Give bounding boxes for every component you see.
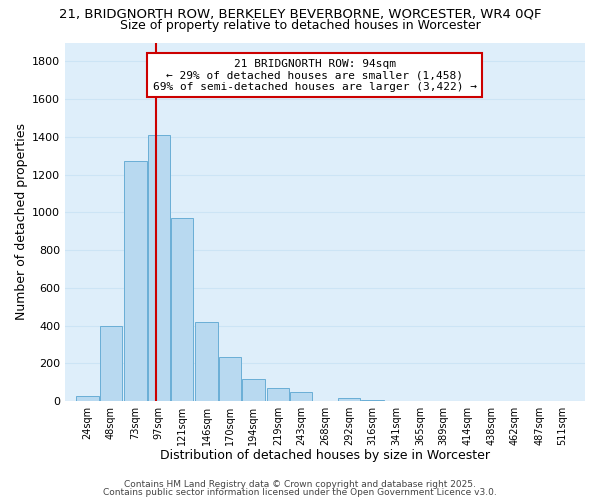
Bar [171,218,193,401]
Bar [338,398,360,401]
Text: Contains HM Land Registry data © Crown copyright and database right 2025.: Contains HM Land Registry data © Crown c… [124,480,476,489]
Bar [266,388,289,401]
Bar [124,162,146,401]
Bar [148,135,170,401]
Bar [242,380,265,401]
Text: 21, BRIDGNORTH ROW, BERKELEY BEVERBORNE, WORCESTER, WR4 0QF: 21, BRIDGNORTH ROW, BERKELEY BEVERBORNE,… [59,8,541,20]
Y-axis label: Number of detached properties: Number of detached properties [15,124,28,320]
Bar [219,356,241,401]
Bar [196,322,218,401]
Bar [290,392,313,401]
Text: 21 BRIDGNORTH ROW: 94sqm
← 29% of detached houses are smaller (1,458)
69% of sem: 21 BRIDGNORTH ROW: 94sqm ← 29% of detach… [152,58,476,92]
Bar [361,400,383,401]
Text: Contains public sector information licensed under the Open Government Licence v3: Contains public sector information licen… [103,488,497,497]
X-axis label: Distribution of detached houses by size in Worcester: Distribution of detached houses by size … [160,450,490,462]
Bar [76,396,99,401]
Text: Size of property relative to detached houses in Worcester: Size of property relative to detached ho… [119,19,481,32]
Bar [100,326,122,401]
